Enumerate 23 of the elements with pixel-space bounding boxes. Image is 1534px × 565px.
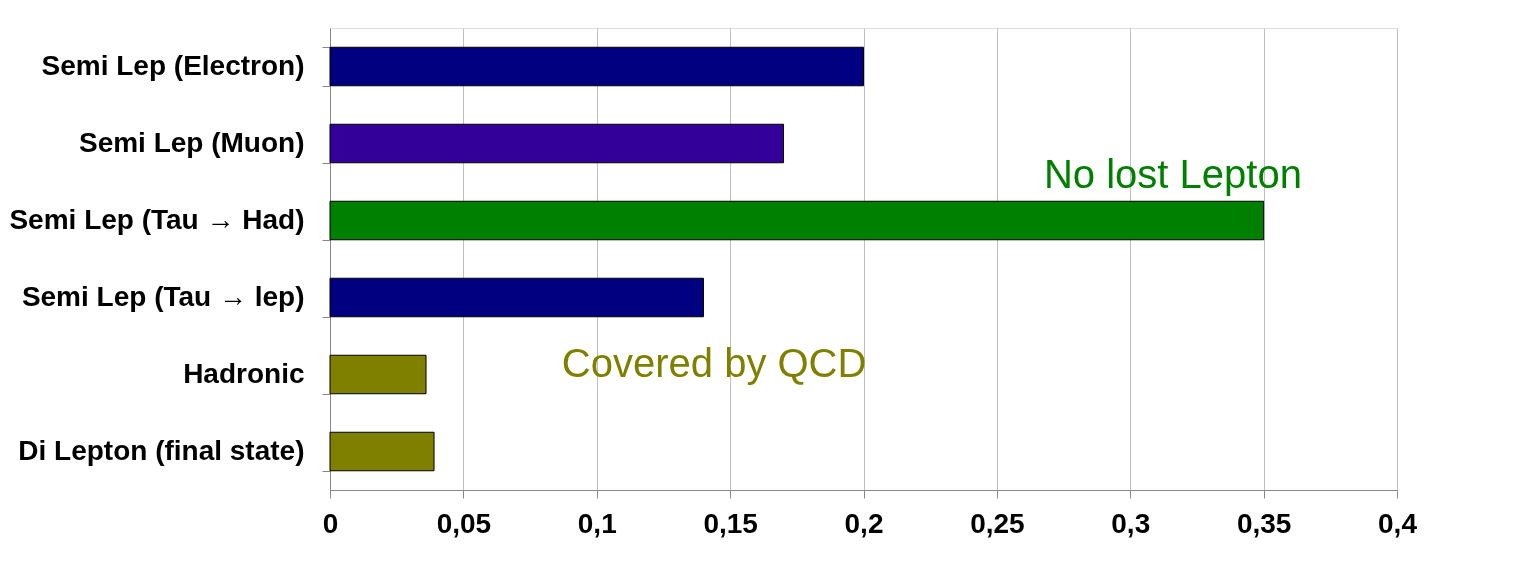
x-tick-label: 0,3 [1111, 507, 1151, 539]
bar [329, 46, 864, 87]
y-tick-label: Semi Lep (Tau → Had) [9, 204, 305, 235]
y-tick-label: Semi Lep (Muon) [78, 127, 305, 158]
annotation: Covered by QCD [561, 341, 867, 386]
x-tick-label: 0,25 [970, 507, 1025, 539]
y-tick-label: Hadronic [183, 358, 305, 389]
annotation: No lost Lepton [1043, 151, 1302, 196]
bar [329, 200, 1265, 241]
x-tick-label: 0,1 [577, 507, 617, 539]
x-tick-label: 0,4 [1378, 507, 1418, 539]
x-tick-label: 0,05 [436, 507, 492, 539]
x-tick-label: 0,15 [703, 507, 758, 539]
bar [329, 277, 704, 318]
y-tick-label: Semi Lep (Electron) [41, 50, 305, 81]
bar [329, 354, 427, 395]
bar [329, 123, 784, 164]
x-tick-label: 0 [322, 507, 339, 539]
bar [329, 431, 435, 472]
y-tick-label: Semi Lep (Tau → lep) [21, 281, 305, 312]
x-tick-label: 0,2 [844, 507, 884, 539]
x-tick-label: 0,35 [1236, 507, 1292, 539]
y-tick-label: Di Lepton (final state) [18, 435, 305, 466]
